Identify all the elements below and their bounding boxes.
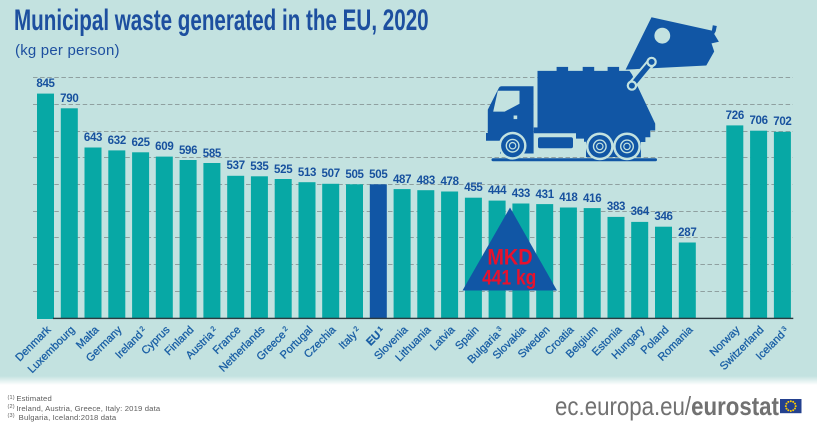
svg-text:MKD: MKD — [487, 244, 532, 269]
svg-text:441 kg: 441 kg — [482, 267, 536, 290]
